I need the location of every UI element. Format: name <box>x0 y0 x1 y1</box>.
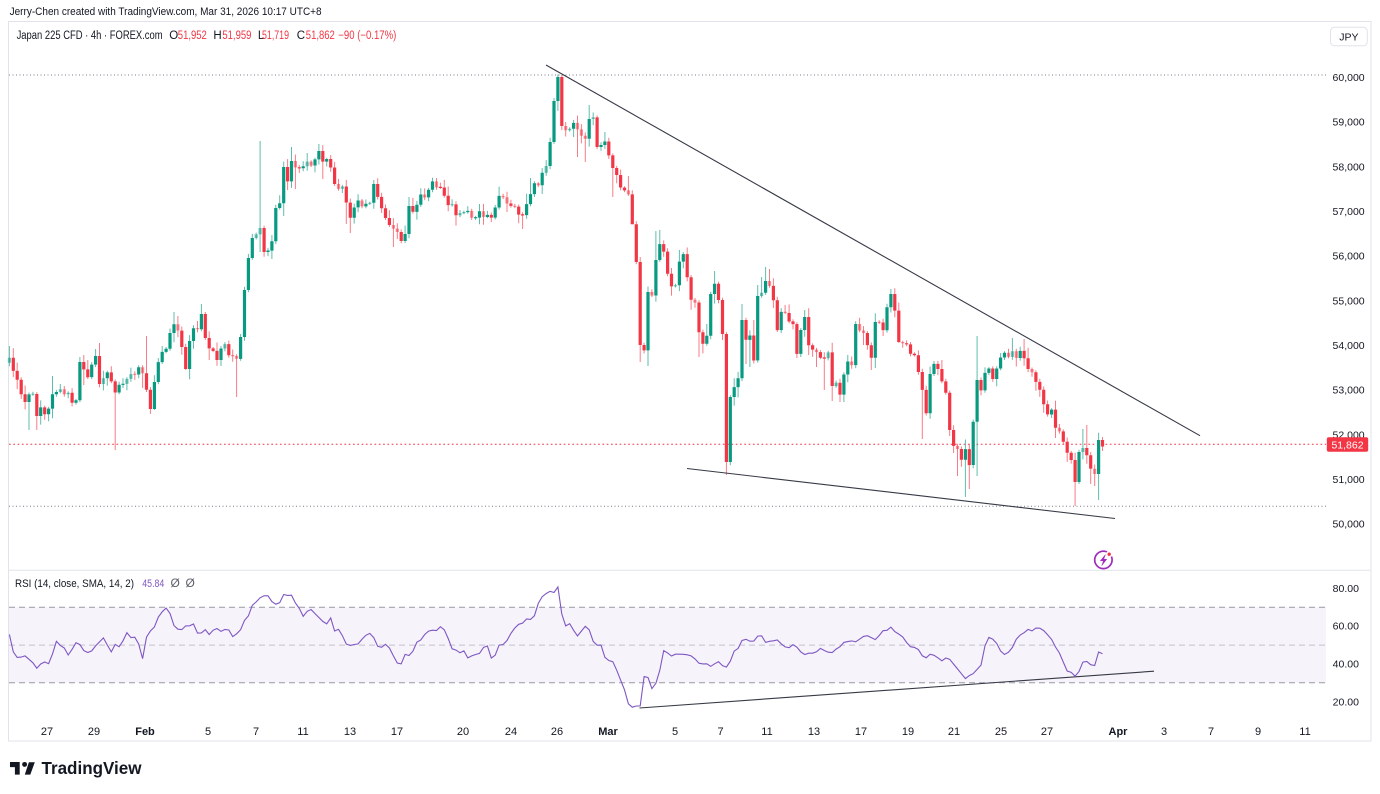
svg-text:L: L <box>258 30 265 42</box>
svg-text:60,000: 60,000 <box>1333 72 1365 84</box>
svg-text:Feb: Feb <box>135 726 155 738</box>
svg-text:27: 27 <box>1041 726 1053 738</box>
svg-text:Ø: Ø <box>186 576 195 590</box>
svg-text:H: H <box>213 30 221 42</box>
svg-text:C: C <box>297 30 305 42</box>
svg-text:Jerry-Chen created with Tradin: Jerry-Chen created with TradingView.com,… <box>10 6 322 18</box>
svg-text:Mar: Mar <box>598 726 618 738</box>
svg-text:5: 5 <box>672 726 678 738</box>
svg-text:20: 20 <box>457 726 469 738</box>
svg-text:11: 11 <box>297 726 308 738</box>
svg-text:59,000: 59,000 <box>1333 117 1365 129</box>
svg-text:40.00: 40.00 <box>1333 659 1359 671</box>
svg-text:Japan 225 CFD · 4h · FOREX.com: Japan 225 CFD · 4h · FOREX.com <box>17 30 163 42</box>
svg-text:O: O <box>169 30 178 42</box>
svg-text:7: 7 <box>253 726 259 738</box>
svg-text:13: 13 <box>344 726 356 738</box>
svg-text:57,000: 57,000 <box>1333 206 1365 218</box>
svg-text:TradingView: TradingView <box>42 758 142 778</box>
svg-text:25: 25 <box>995 726 1007 738</box>
svg-text:53,000: 53,000 <box>1333 385 1365 397</box>
svg-text:51,862: 51,862 <box>306 30 335 42</box>
svg-text:56,000: 56,000 <box>1333 251 1365 263</box>
svg-text:−90 (−0.17%): −90 (−0.17%) <box>338 30 396 42</box>
svg-text:29: 29 <box>88 726 100 738</box>
svg-text:Ø: Ø <box>171 576 180 590</box>
svg-text:7: 7 <box>1208 726 1214 738</box>
svg-text:JPY: JPY <box>1339 31 1358 43</box>
svg-text:21: 21 <box>948 726 960 738</box>
svg-text:45.84: 45.84 <box>142 578 164 590</box>
svg-text:51,959: 51,959 <box>222 30 251 42</box>
svg-text:20.00: 20.00 <box>1333 696 1359 708</box>
svg-text:51,952: 51,952 <box>178 30 207 42</box>
svg-text:50,000: 50,000 <box>1333 519 1365 531</box>
svg-text:51,719: 51,719 <box>262 30 289 42</box>
svg-text:17: 17 <box>855 726 867 738</box>
svg-text:55,000: 55,000 <box>1333 295 1365 307</box>
svg-text:51,862: 51,862 <box>1331 439 1363 451</box>
svg-text:7: 7 <box>717 726 723 738</box>
svg-text:RSI (14, close, SMA, 14, 2): RSI (14, close, SMA, 14, 2) <box>15 578 134 590</box>
svg-text:24: 24 <box>505 726 517 738</box>
svg-text:9: 9 <box>1255 726 1261 738</box>
svg-text:Apr: Apr <box>1109 726 1129 738</box>
svg-text:19: 19 <box>902 726 914 738</box>
svg-text:51,000: 51,000 <box>1333 474 1365 486</box>
svg-text:54,000: 54,000 <box>1333 340 1365 352</box>
svg-text:80.00: 80.00 <box>1333 583 1359 595</box>
svg-text:60.00: 60.00 <box>1333 621 1359 633</box>
svg-text:11: 11 <box>761 726 772 738</box>
svg-text:58,000: 58,000 <box>1333 161 1365 173</box>
svg-text:13: 13 <box>808 726 820 738</box>
svg-text:5: 5 <box>205 726 211 738</box>
svg-text:27: 27 <box>41 726 53 738</box>
svg-text:11: 11 <box>1299 726 1310 738</box>
svg-text:26: 26 <box>551 726 563 738</box>
svg-text:17: 17 <box>391 726 403 738</box>
svg-text:3: 3 <box>1161 726 1167 738</box>
